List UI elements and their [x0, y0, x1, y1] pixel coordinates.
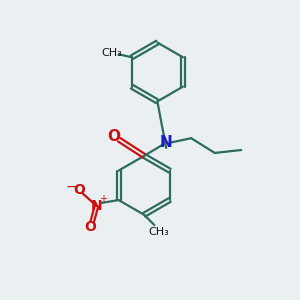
Text: CH₃: CH₃	[148, 227, 169, 237]
Text: O: O	[85, 220, 97, 234]
Text: O: O	[107, 129, 120, 144]
Text: O: O	[73, 183, 85, 197]
Text: +: +	[99, 194, 107, 204]
Text: N: N	[91, 199, 102, 213]
Text: CH₃: CH₃	[101, 48, 122, 58]
Text: N: N	[160, 135, 172, 150]
Text: −: −	[66, 180, 77, 194]
